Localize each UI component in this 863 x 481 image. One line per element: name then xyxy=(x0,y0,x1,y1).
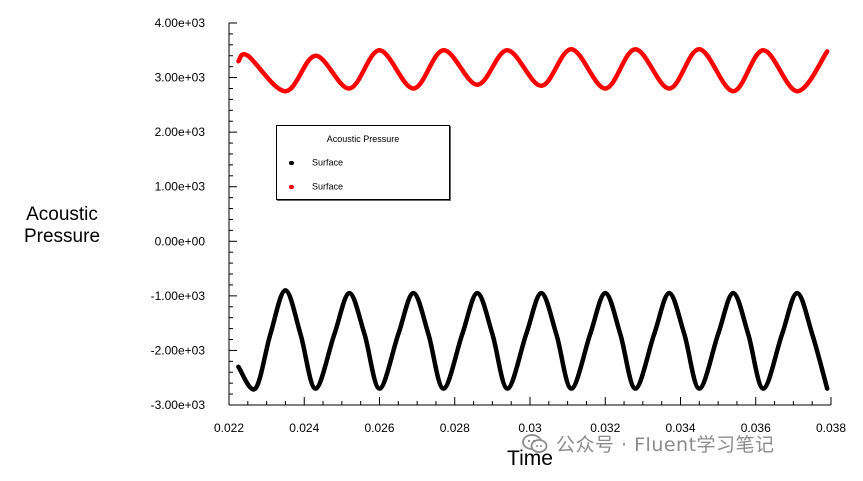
y-tick-label: -2.00e+03 xyxy=(151,343,206,357)
watermark-text: 公众号 · Fluent学习笔记 xyxy=(556,434,775,456)
x-tick-label: 0.024 xyxy=(289,421,319,435)
legend-entry-red: Surface xyxy=(289,181,343,192)
x-tick-label: 0.03 xyxy=(518,421,542,435)
x-tick-label: 0.032 xyxy=(590,421,620,435)
watermark: 公众号 · Fluent学习笔记 xyxy=(522,430,775,457)
y-tick-label: 3.00e+03 xyxy=(155,71,206,85)
x-tick-label: 0.036 xyxy=(741,421,771,435)
y-tick-label: 4.00e+03 xyxy=(155,16,206,30)
tick-labels: 4.00e+03 3.00e+03 2.00e+03 1.00e+03 0.00e+00… xyxy=(151,16,847,435)
x-tick-label: 0.034 xyxy=(665,421,695,435)
legend-label-black: Surface xyxy=(312,157,344,168)
y-axis-label: Acoustic Pressure xyxy=(6,204,118,248)
y-tick-label: -3.00e+03 xyxy=(151,398,206,412)
axes xyxy=(228,22,832,406)
legend-marker-red xyxy=(289,184,294,189)
x-tick-label: 0.038 xyxy=(816,421,846,435)
legend: Acoustic Pressure Surface Surface xyxy=(276,125,450,200)
legend-entry-black: Surface xyxy=(289,157,343,168)
wechat-icon xyxy=(522,434,548,454)
series-layer xyxy=(236,46,830,392)
y-tick-label: 2.00e+03 xyxy=(155,125,206,139)
x-axis-label: Time xyxy=(507,447,553,470)
x-tick-label: 0.022 xyxy=(214,421,244,435)
y-tick-label: 0.00e+00 xyxy=(155,234,206,248)
series-line-black xyxy=(236,288,830,392)
series-line-red xyxy=(236,46,830,94)
y-axis-label-line-2: Pressure xyxy=(23,226,101,247)
legend-marker-black xyxy=(289,160,294,165)
legend-label-red: Surface xyxy=(312,181,344,192)
y-tick-label: -1.00e+03 xyxy=(151,289,206,303)
x-tick-label: 0.028 xyxy=(440,421,470,435)
x-tick-label: 0.026 xyxy=(364,421,394,435)
y-tick-label: 1.00e+03 xyxy=(155,180,206,194)
legend-title: Acoustic Pressure xyxy=(326,134,400,144)
y-axis-label-line-1: Acoustic xyxy=(26,204,98,225)
